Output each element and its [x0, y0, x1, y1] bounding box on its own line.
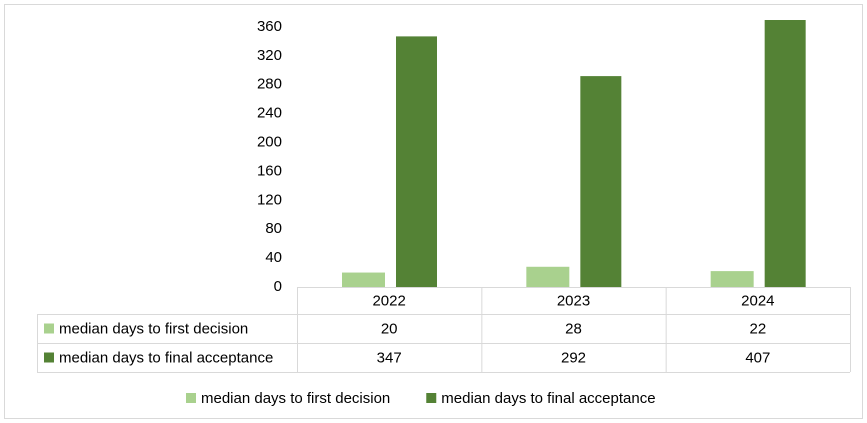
- legend-key: [186, 393, 196, 403]
- table-legend-key: [44, 323, 54, 334]
- bar: [396, 36, 437, 287]
- plot-area: [342, 20, 806, 287]
- bar: [342, 272, 385, 287]
- bar: [526, 266, 570, 287]
- table-value: 407: [745, 349, 770, 366]
- y-tick-label: 80: [265, 220, 282, 237]
- y-tick-label: 360: [257, 18, 282, 35]
- y-tick-label: 240: [257, 105, 282, 122]
- y-tick-label: 0: [274, 278, 282, 295]
- x-tick-label: 2023: [557, 292, 590, 309]
- y-tick-label: 200: [257, 134, 282, 151]
- table-value: 292: [561, 349, 586, 366]
- table-value: 347: [377, 349, 402, 366]
- bar: [710, 271, 754, 287]
- table-value: 20: [381, 320, 398, 337]
- y-tick-label: 320: [257, 47, 282, 64]
- table-row-label: median days to first decision: [59, 320, 248, 337]
- y-tick-label: 160: [257, 162, 282, 179]
- x-tick-label: 2024: [741, 292, 774, 309]
- table-row-label: median days to final acceptance: [59, 349, 273, 366]
- x-tick-label: 2022: [372, 292, 405, 309]
- y-tick-label: 120: [257, 191, 282, 208]
- legend-key: [426, 393, 437, 403]
- bar: [764, 20, 806, 287]
- y-tick-label: 280: [257, 76, 282, 93]
- table-legend-key: [44, 352, 54, 363]
- table-value: 28: [565, 320, 582, 337]
- legend-label: median days to final acceptance: [441, 390, 655, 407]
- bar: [580, 76, 622, 287]
- y-tick-label: 40: [265, 249, 282, 266]
- table-value: 22: [749, 320, 766, 337]
- legend-label: median days to first decision: [201, 390, 390, 407]
